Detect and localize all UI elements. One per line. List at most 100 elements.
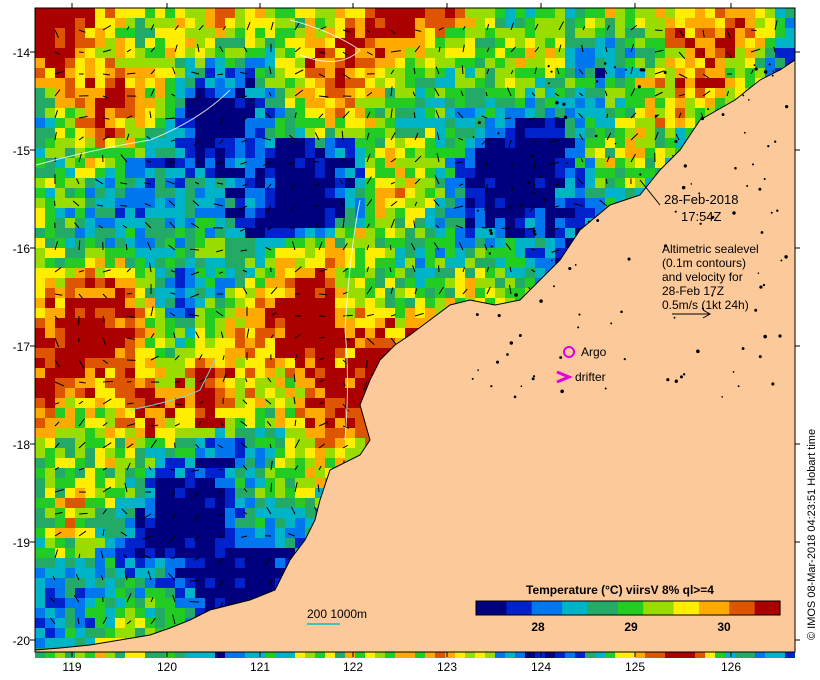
sst-cell	[115, 438, 125, 448]
sst-cell	[285, 298, 295, 308]
sst-cell	[65, 198, 75, 208]
sst-cell	[355, 128, 365, 138]
sst-cell	[205, 188, 215, 198]
sst-cell	[105, 228, 115, 238]
sst-cell	[415, 78, 425, 88]
sst-cell	[285, 548, 295, 558]
sst-cell	[565, 228, 575, 238]
sst-cell	[125, 58, 135, 68]
sst-cell	[655, 98, 665, 108]
sst-cell	[105, 138, 115, 148]
sst-cell	[95, 68, 105, 78]
sst-cell	[75, 278, 85, 288]
sst-cell	[365, 348, 375, 358]
sst-cell	[135, 298, 145, 308]
sst-cell	[655, 128, 665, 138]
sst-cell	[595, 78, 605, 88]
sst-cell	[75, 578, 85, 588]
sst-cell	[605, 158, 615, 168]
sst-cell	[125, 378, 135, 388]
sst-cell	[385, 268, 395, 278]
sst-cell	[295, 478, 305, 488]
sst-cell	[135, 498, 145, 508]
sst-cell	[75, 98, 85, 108]
sst-cell	[235, 308, 245, 318]
sst-cell	[55, 228, 65, 238]
sst-cell	[455, 158, 465, 168]
sst-cell	[205, 58, 215, 68]
sst-cell	[195, 578, 205, 588]
sst-cell	[385, 178, 395, 188]
sst-cell	[85, 378, 95, 388]
sst-cell	[115, 488, 125, 498]
sst-cell	[265, 148, 275, 158]
sst-cell	[435, 138, 445, 148]
sst-cell	[515, 258, 525, 268]
sst-cell	[655, 148, 665, 158]
sst-cell	[725, 648, 735, 658]
sst-cell	[315, 198, 325, 208]
sst-cell	[275, 418, 285, 428]
sst-cell	[195, 468, 205, 478]
sst-cell	[625, 188, 635, 198]
sst-cell	[135, 388, 145, 398]
sst-cell	[185, 258, 195, 268]
sst-cell	[645, 118, 655, 128]
sst-cell	[455, 178, 465, 188]
sst-cell	[445, 168, 455, 178]
sst-cell	[195, 78, 205, 88]
sst-cell	[475, 218, 485, 228]
sst-cell	[115, 548, 125, 558]
sst-cell	[35, 628, 45, 638]
sst-cell	[245, 98, 255, 108]
sst-cell	[405, 198, 415, 208]
sst-cell	[135, 468, 145, 478]
sst-cell	[65, 58, 75, 68]
sst-cell	[95, 388, 105, 398]
sst-cell	[75, 598, 85, 608]
sst-cell	[215, 398, 225, 408]
sst-cell	[35, 488, 45, 498]
sst-cell	[605, 18, 615, 28]
sst-cell	[45, 568, 55, 578]
sst-cell	[605, 8, 615, 18]
sst-cell	[145, 78, 155, 88]
sst-cell	[305, 28, 315, 38]
sst-cell	[265, 438, 275, 448]
sst-cell	[155, 188, 165, 198]
sst-cell	[425, 148, 435, 158]
sst-cell	[115, 248, 125, 258]
sst-cell	[185, 198, 195, 208]
sst-cell	[195, 478, 205, 488]
velocity-vector	[342, 51, 348, 56]
sst-cell	[445, 188, 455, 198]
sst-cell	[195, 38, 205, 48]
sst-cell	[615, 8, 625, 18]
sst-cell	[375, 128, 385, 138]
sst-cell	[265, 348, 275, 358]
sst-cell	[35, 128, 45, 138]
sst-cell	[375, 48, 385, 58]
sst-cell	[375, 278, 385, 288]
sst-cell	[415, 158, 425, 168]
sst-cell	[445, 78, 455, 88]
sst-cell	[335, 238, 345, 248]
sst-cell	[265, 168, 275, 178]
sst-cell	[205, 518, 215, 528]
sst-cell	[75, 408, 85, 418]
sst-cell	[395, 188, 405, 198]
sst-cell	[625, 108, 635, 118]
sst-cell	[535, 88, 545, 98]
sst-cell	[305, 378, 315, 388]
sst-cell	[515, 208, 525, 218]
sst-cell	[105, 178, 115, 188]
sst-cell	[265, 458, 275, 468]
sst-cell	[285, 118, 295, 128]
sst-cell	[415, 208, 425, 218]
sst-cell	[455, 138, 465, 148]
sst-cell	[615, 158, 625, 168]
velocity-vector	[414, 29, 422, 32]
sst-cell	[95, 188, 105, 198]
sst-cell	[55, 198, 65, 208]
sst-cell	[135, 488, 145, 498]
